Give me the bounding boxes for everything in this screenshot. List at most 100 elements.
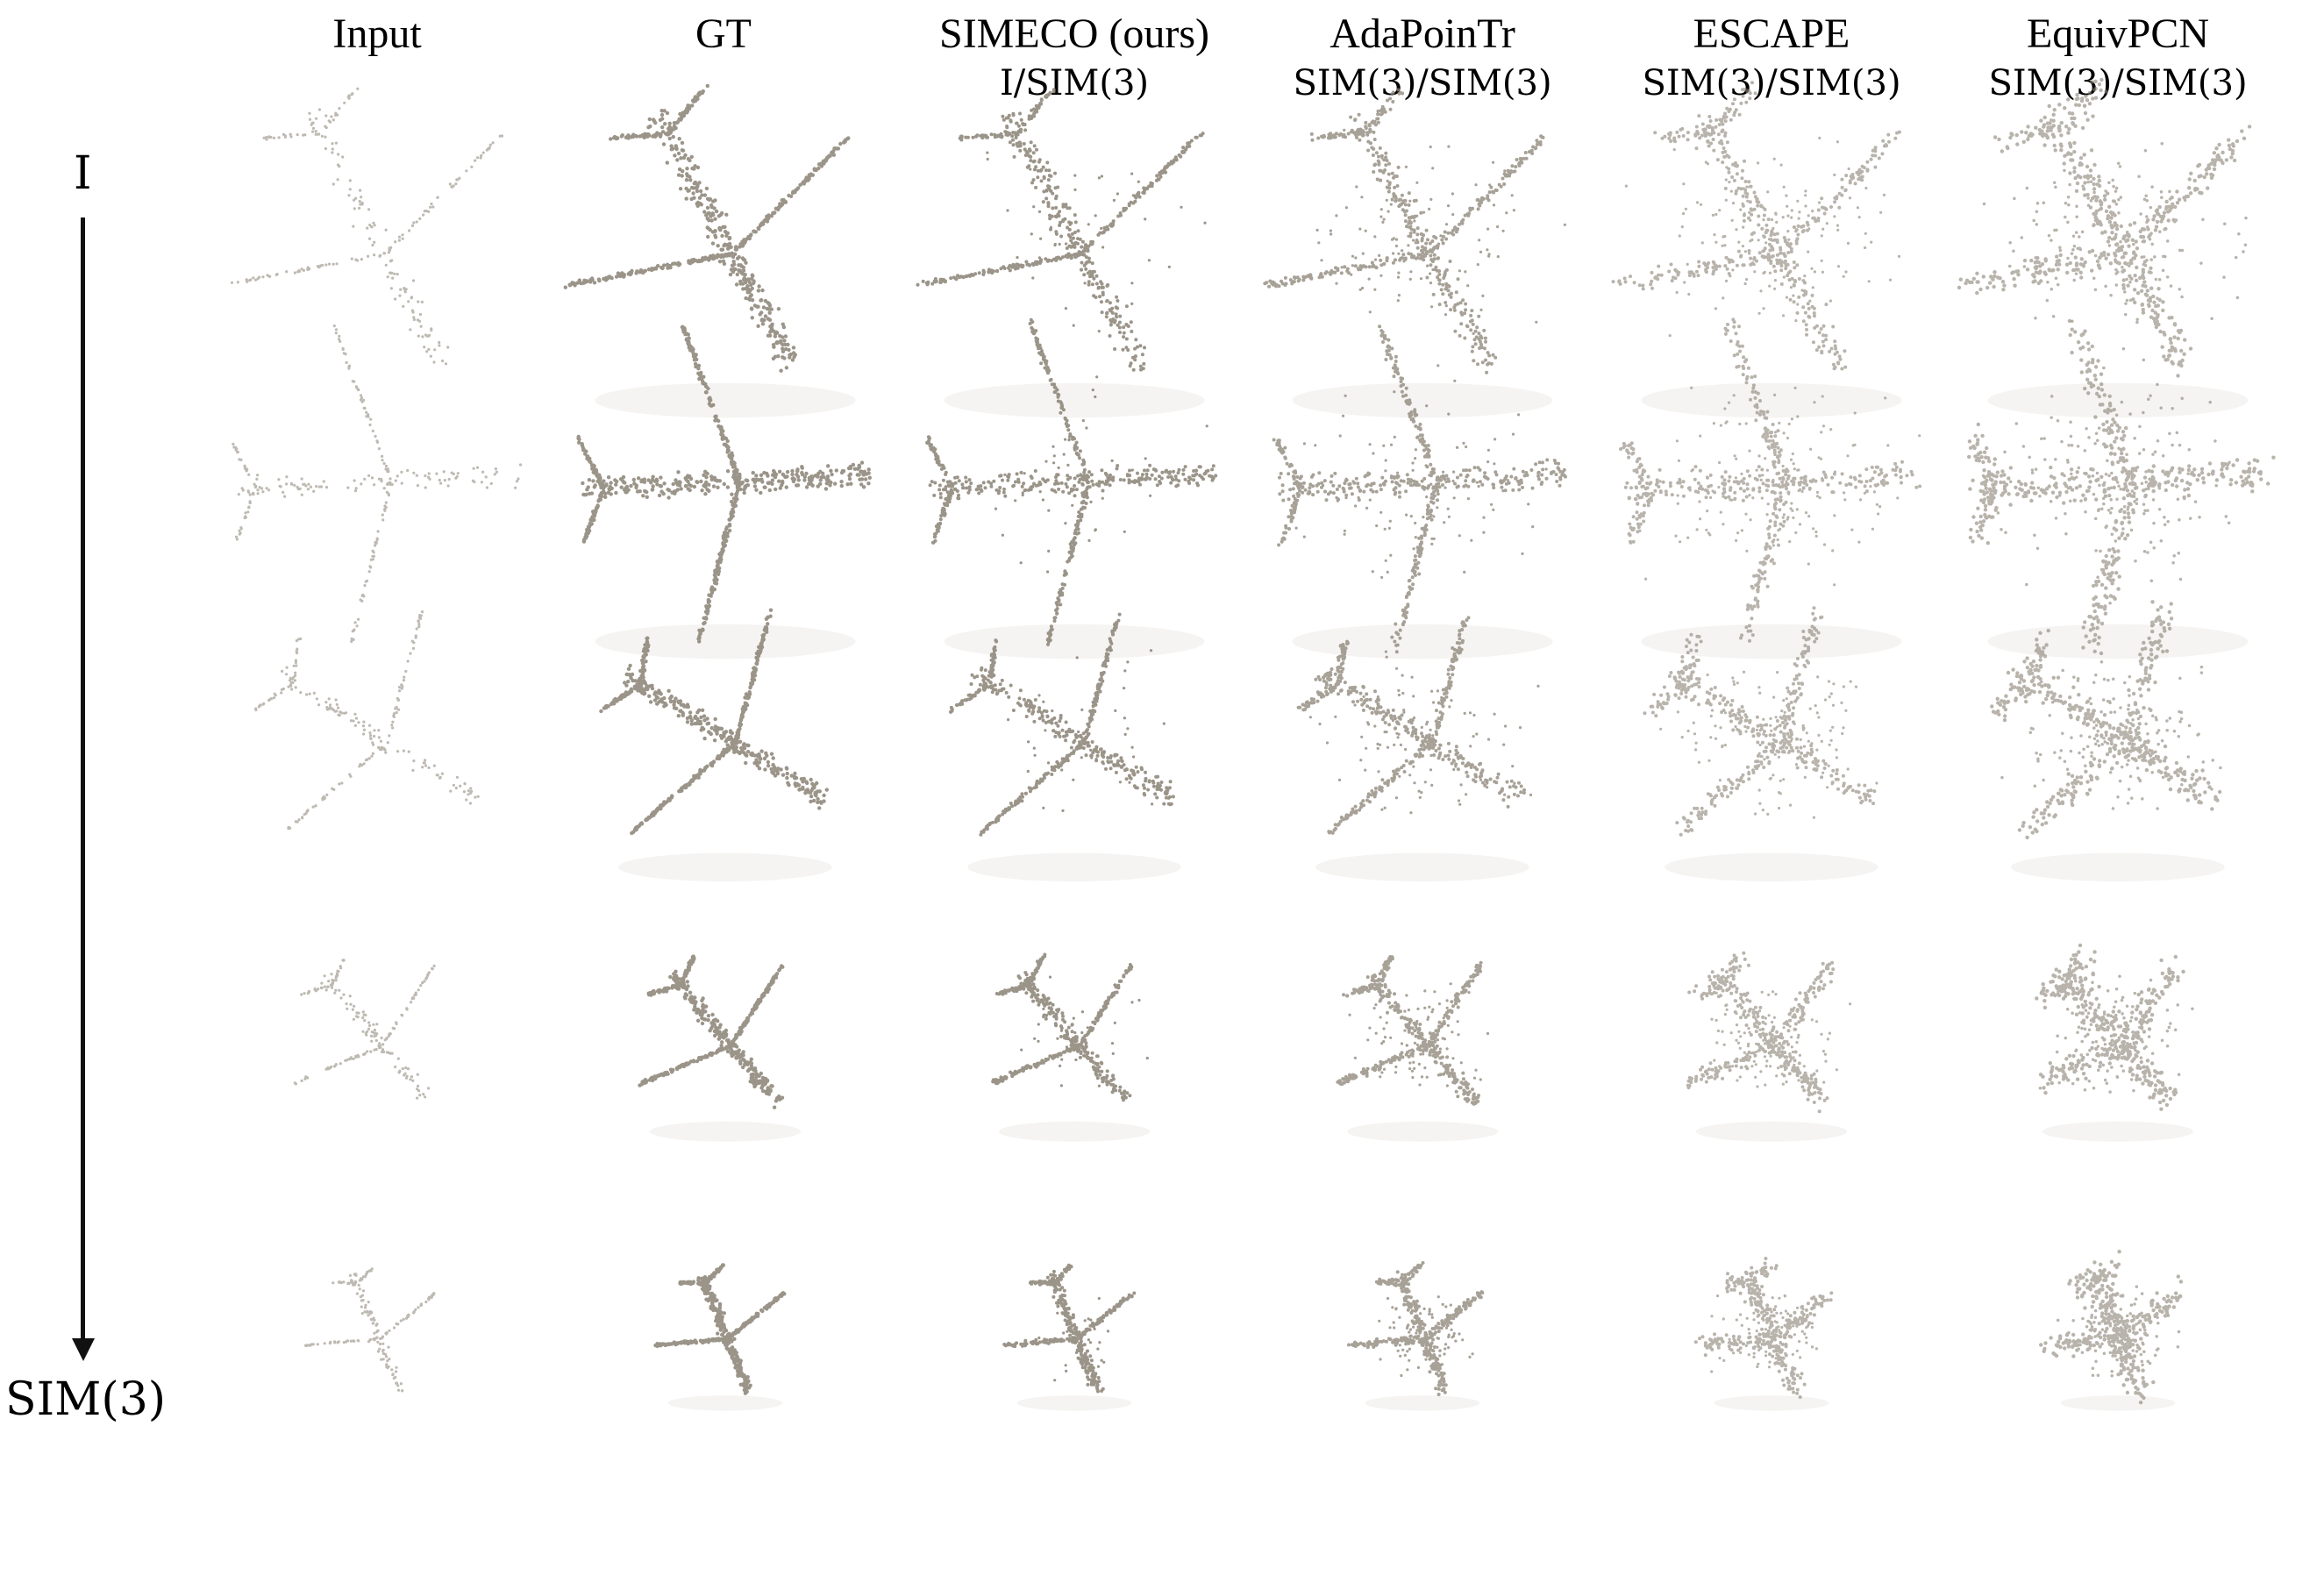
ground-shadow [1365, 1395, 1480, 1411]
point-cloud [230, 87, 504, 366]
airplane-simeco-row-5 [1002, 1263, 1137, 1411]
point-cloud [599, 608, 829, 836]
transform-axis-arrowhead [72, 1338, 95, 1361]
axis-top-label: I [74, 147, 92, 200]
airplane-input-row-3 [254, 610, 480, 831]
ground-shadow [1641, 624, 1902, 660]
point-cloud [638, 954, 785, 1109]
point-cloud [293, 959, 436, 1100]
column-title: EquivPCN [2026, 11, 2210, 57]
airplane-adapointr-row-3 [1296, 616, 1540, 882]
point-cloud [1990, 600, 2222, 840]
point-cloud [254, 610, 480, 831]
ground-shadow [618, 852, 832, 882]
point-cloud [576, 324, 872, 644]
ground-shadow [649, 1121, 802, 1142]
airplane-simeco-row-1 [916, 88, 1207, 418]
point-cloud [1686, 951, 1852, 1114]
point-cloud [1957, 77, 2252, 378]
point-cloud [1336, 955, 1490, 1106]
ground-shadow [1641, 382, 1902, 418]
airplane-input-row-5 [304, 1267, 436, 1393]
ground-shadow [1695, 1121, 1848, 1142]
ground-shadow [944, 624, 1205, 660]
column-title: Input [332, 11, 422, 57]
point-cloud [2035, 943, 2194, 1111]
airplane-equivpcn-row-2 [1967, 318, 2276, 660]
ground-shadow [667, 1395, 783, 1411]
column-header-escape: ESCAPE SIM(3)/SIM(3) [1596, 7, 1947, 105]
airplane-equivpcn-row-4 [2035, 943, 2194, 1142]
point-cloud [1967, 318, 2276, 656]
point-cloud [2039, 1250, 2184, 1405]
ground-shadow [1987, 624, 2249, 660]
ground-shadow [967, 852, 1181, 882]
point-cloud [1272, 324, 1567, 654]
airplane-adapointr-row-2 [1272, 324, 1567, 660]
airplane-adapointr-row-1 [1263, 88, 1566, 418]
point-cloud [925, 317, 1218, 646]
point-cloud [653, 1263, 787, 1395]
airplane-adapointr-row-4 [1336, 955, 1499, 1142]
ground-shadow [1292, 382, 1553, 418]
ground-shadow [595, 382, 856, 418]
airplane-escape-row-5 [1693, 1257, 1834, 1411]
airplane-escape-row-3 [1643, 606, 1878, 882]
airplane-escape-row-1 [1611, 81, 1902, 418]
ground-shadow [1987, 382, 2249, 418]
column-header-equivpcn: EquivPCN SIM(3)/SIM(3) [1943, 7, 2293, 105]
point-cloud [916, 88, 1207, 372]
point-cloud [1619, 317, 1922, 643]
airplane-escape-row-2 [1619, 317, 1922, 660]
ground-shadow [2060, 1395, 2176, 1411]
ground-shadow [1016, 1395, 1132, 1411]
column-title: SIMECO (ours) [939, 11, 1209, 57]
point-cloud [1263, 88, 1566, 374]
airplane-gt-row-2 [576, 324, 872, 660]
ground-shadow [1665, 852, 1878, 882]
column-header-simeco: SIMECO (ours) I/SIM(3) [899, 7, 1250, 105]
airplane-equivpcn-row-5 [2039, 1250, 2184, 1411]
column-subtitle: I/SIM(3) [999, 63, 1150, 103]
airplane-equivpcn-row-3 [1990, 600, 2225, 882]
column-subtitle: SIM(3)/SIM(3) [1293, 63, 1552, 103]
airplane-input-row-1 [230, 87, 504, 366]
point-cloud [563, 83, 851, 373]
point-cloud [1611, 81, 1901, 371]
airplane-input-row-2 [232, 324, 523, 644]
ground-shadow [1292, 624, 1553, 660]
column-subtitle: SIM(3)/SIM(3) [1642, 63, 1901, 103]
point-cloud [1002, 1263, 1137, 1394]
axis-bottom-label: SIM(3) [5, 1373, 167, 1426]
airplane-gt-row-3 [599, 608, 832, 882]
airplane-simeco-row-4 [991, 952, 1151, 1142]
column-header-gt: GT [548, 7, 899, 61]
ground-shadow [998, 1121, 1151, 1142]
ground-shadow [2011, 852, 2225, 882]
transform-axis-line [81, 217, 85, 1340]
column-header-adapointr: AdaPoinTr SIM(3)/SIM(3) [1247, 7, 1598, 105]
column-title: AdaPoinTr [1330, 11, 1515, 57]
point-cloud [949, 612, 1175, 837]
column-header-input: Input [202, 7, 552, 61]
airplane-gt-row-5 [653, 1263, 787, 1411]
ground-shadow [2042, 1121, 2194, 1142]
airplane-escape-row-4 [1686, 951, 1852, 1142]
ground-shadow [1315, 852, 1529, 882]
point-cloud [304, 1267, 436, 1393]
airplane-adapointr-row-5 [1347, 1261, 1485, 1411]
airplane-equivpcn-row-1 [1957, 77, 2252, 418]
column-title: ESCAPE [1693, 11, 1850, 57]
point-cloud [1643, 606, 1878, 837]
column-title: GT [695, 11, 752, 57]
ground-shadow [595, 624, 856, 660]
point-cloud [232, 324, 523, 644]
point-cloud [1347, 1261, 1485, 1396]
airplane-gt-row-1 [563, 83, 856, 418]
point-cloud [1693, 1257, 1834, 1399]
point-cloud [991, 952, 1149, 1102]
airplane-simeco-row-2 [925, 317, 1218, 660]
column-subtitle: SIM(3)/SIM(3) [1988, 63, 2248, 103]
ground-shadow [1346, 1121, 1499, 1142]
